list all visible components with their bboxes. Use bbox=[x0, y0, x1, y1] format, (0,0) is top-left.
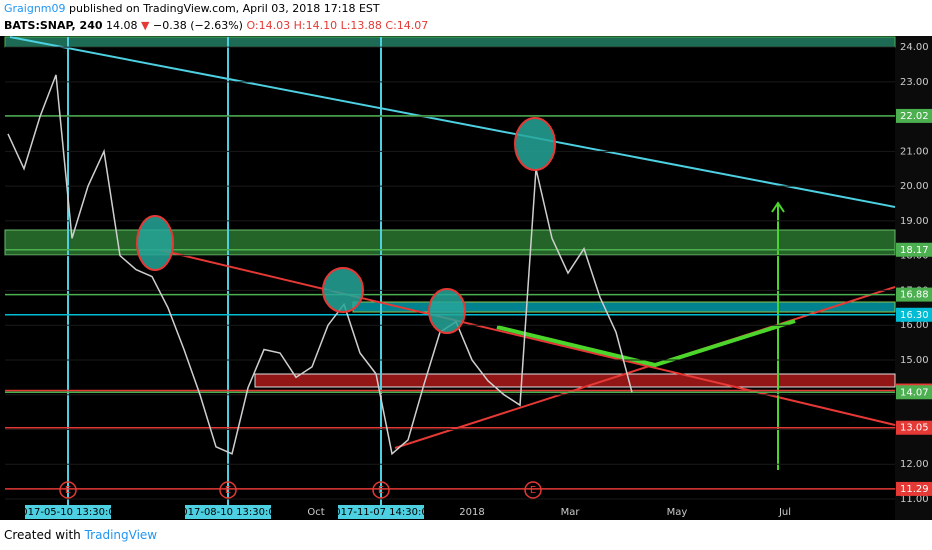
trend-line bbox=[394, 286, 896, 449]
highlight bbox=[322, 267, 364, 313]
time-tag bbox=[338, 505, 424, 519]
header-line: Graignm09 published on TradingView.com, … bbox=[0, 0, 932, 17]
brand[interactable]: TradingView bbox=[84, 528, 158, 542]
y-tick-label: 11.00 bbox=[900, 494, 929, 505]
level-tag bbox=[896, 242, 932, 257]
level-label: 13.05 bbox=[900, 423, 929, 434]
y-tick-label: 19.00 bbox=[900, 216, 929, 227]
level-tag bbox=[896, 108, 932, 123]
plot: 11.0012.0013.0014.0015.0016.0017.0018.00… bbox=[4, 36, 932, 519]
high: H:14.10 bbox=[293, 19, 338, 32]
change: −0.38 (−2.63%) bbox=[153, 19, 243, 32]
level-label: 18.17 bbox=[900, 245, 929, 256]
header-line: BATS:SNAP, 240 14.08 ▼ −0.38 (−2.63%) O:… bbox=[0, 17, 932, 34]
x-tick-label: Mar bbox=[561, 507, 581, 518]
created: Created with bbox=[4, 528, 81, 542]
price-line bbox=[7, 74, 633, 456]
projection bbox=[496, 319, 796, 368]
y-tick-label: 21.00 bbox=[900, 146, 929, 157]
level-label: 16.88 bbox=[900, 290, 929, 301]
price-axis bbox=[895, 36, 932, 520]
y-tick-label: 23.00 bbox=[900, 77, 929, 88]
event-marker bbox=[59, 481, 77, 499]
low: L:13.88 bbox=[340, 19, 382, 32]
footer: Created with TradingView bbox=[0, 520, 932, 550]
event-marker bbox=[524, 481, 542, 499]
level-tag bbox=[896, 385, 932, 400]
level-tag bbox=[896, 287, 932, 302]
close: C:14.07 bbox=[385, 19, 429, 32]
x-tick-label: Jul bbox=[778, 507, 791, 518]
level-label: 22.02 bbox=[900, 111, 929, 122]
chart: 11.0012.0013.0014.0015.0016.0017.0018.00… bbox=[0, 36, 932, 520]
level-tag bbox=[896, 307, 932, 322]
event-label: E bbox=[65, 485, 71, 496]
y-tick-label: 20.00 bbox=[900, 181, 929, 192]
trend-line bbox=[9, 36, 896, 208]
header: Graignm09 published on TradingView.com, … bbox=[0, 0, 932, 36]
open: O:14.03 bbox=[246, 19, 291, 32]
last: 14.08 bbox=[106, 19, 138, 32]
chart-bg bbox=[0, 36, 932, 520]
zone bbox=[254, 373, 896, 388]
arrow: ▼ bbox=[141, 19, 150, 32]
y-tick-label: 12.00 bbox=[900, 459, 929, 470]
x-tick-label: May bbox=[667, 507, 688, 518]
symbol: BATS:SNAP, 240 bbox=[4, 19, 103, 32]
event-marker bbox=[372, 481, 390, 499]
level-tag bbox=[896, 420, 932, 435]
event-marker bbox=[219, 481, 237, 499]
y-tick-label: 16.00 bbox=[900, 320, 929, 331]
level-label: 16.30 bbox=[900, 310, 929, 321]
y-tick-label: 15.00 bbox=[900, 355, 929, 366]
event-label: E bbox=[225, 485, 231, 496]
x-tick-label: Oct bbox=[307, 507, 324, 518]
level-label: 14.07 bbox=[900, 387, 929, 398]
x-tick-label: 2017-11-07 14:30:00 bbox=[328, 507, 434, 518]
trend-line bbox=[159, 249, 896, 426]
time-tag bbox=[185, 505, 271, 519]
x-tick-label: 2018 bbox=[459, 507, 484, 518]
highlight bbox=[136, 215, 174, 271]
event-label: E bbox=[530, 485, 536, 496]
zone bbox=[4, 36, 896, 48]
x-tick-label: 2017-05-10 13:30:00 bbox=[15, 507, 121, 518]
author[interactable]: Graignm09 bbox=[4, 2, 66, 15]
y-tick-label: 24.00 bbox=[900, 42, 929, 53]
level-tag bbox=[896, 481, 932, 496]
arrow-head bbox=[771, 201, 785, 213]
x-tick-label: 2017-08-10 13:30:00 bbox=[175, 507, 281, 518]
time-tag bbox=[25, 505, 111, 519]
highlight bbox=[428, 288, 466, 334]
level-label: 11.29 bbox=[900, 484, 929, 495]
event-label: E bbox=[378, 485, 384, 496]
published: published on TradingView.com, April 03, … bbox=[69, 2, 380, 15]
highlight bbox=[514, 117, 556, 171]
